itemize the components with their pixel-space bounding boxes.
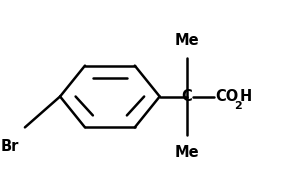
Text: H: H: [240, 89, 252, 104]
Text: Me: Me: [175, 33, 199, 48]
Text: Br: Br: [0, 139, 18, 154]
Text: C: C: [182, 89, 192, 104]
Text: Me: Me: [175, 145, 199, 160]
Text: 2: 2: [234, 101, 242, 111]
Text: CO: CO: [215, 89, 238, 104]
